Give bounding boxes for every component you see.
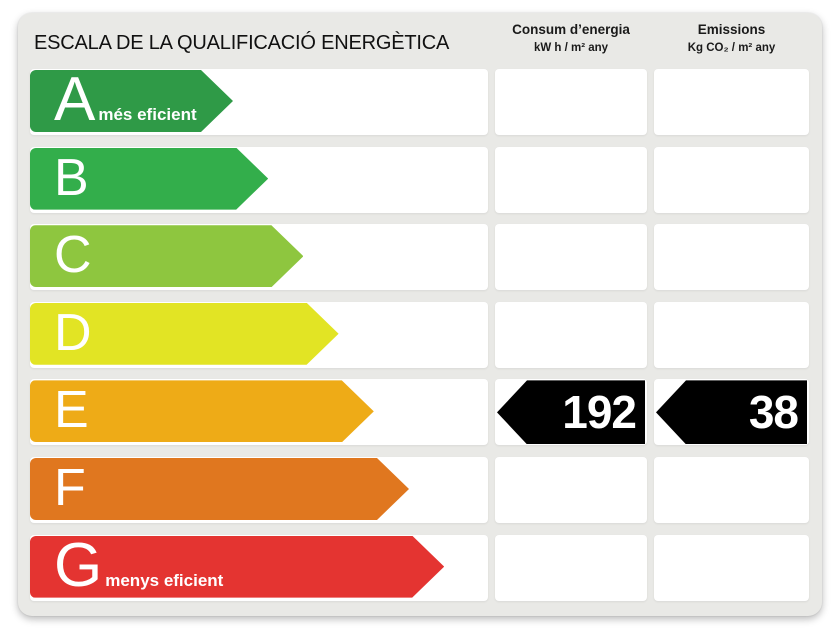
emissions-cell-a — [654, 69, 809, 135]
consum-cell-c — [495, 224, 647, 291]
emissions-cell-g — [654, 534, 809, 601]
consum-value-arrow: 192 — [497, 380, 645, 445]
emissions-column-label: Emissions — [697, 22, 766, 37]
consum-cell-e: 192 — [495, 379, 647, 446]
scale-cell-c: C — [30, 224, 488, 291]
rating-letter: G — [54, 530, 103, 600]
page-title: ESCALA DE LA QUALIFICACIÓ ENERGÈTICA — [34, 32, 450, 54]
emissions-column-unit: Kg CO₂ / m² any — [687, 42, 776, 54]
scale-cell-e: E — [30, 379, 488, 446]
rating-arrow-c: C — [30, 225, 303, 287]
rating-arrow-f: F — [30, 458, 409, 520]
rating-letter: A — [54, 65, 96, 134]
scale-cell-b: B — [30, 146, 488, 213]
emissions-cell-b — [654, 146, 809, 213]
column-header-consum: Consum d’energia kW h / m² any — [495, 22, 647, 54]
energy-rating-card: ESCALA DE LA QUALIFICACIÓ ENERGÈTICA Con… — [18, 13, 822, 616]
rating-letter: B — [54, 148, 89, 207]
rating-arrow-e: E — [30, 380, 374, 442]
column-header-emissions: Emissions Kg CO₂ / m² any — [654, 22, 809, 54]
consum-cell-a — [495, 69, 647, 135]
consum-cell-g — [495, 534, 647, 601]
rating-row-f: F — [30, 456, 809, 523]
scale-cell-d: D — [30, 301, 488, 368]
rating-row-b: B — [30, 146, 809, 213]
rating-note: més eficient — [98, 105, 197, 124]
emissions-cell-e: 38 — [654, 379, 809, 446]
consum-cell-b — [495, 146, 647, 213]
rating-arrow-b: B — [30, 148, 268, 210]
rating-letter: C — [54, 226, 92, 285]
rating-arrow-d: D — [30, 303, 339, 365]
emissions-cell-c — [654, 224, 809, 291]
rating-letter: D — [54, 303, 92, 362]
emissions-value-arrow: 38 — [656, 380, 807, 445]
rating-letter: F — [54, 458, 86, 517]
emissions-cell-d — [654, 301, 809, 368]
rating-letter: E — [54, 381, 89, 440]
consum-column-label: Consum d’energia — [512, 22, 630, 37]
scale-cell-f: F — [30, 456, 488, 523]
rating-note: menys eficient — [105, 570, 224, 590]
rating-row-d: D — [30, 301, 809, 368]
consum-column-unit: kW h / m² any — [533, 42, 609, 54]
rating-row-e: E 192 38 — [30, 379, 809, 446]
rating-row-c: C — [30, 224, 809, 291]
consum-cell-f — [495, 456, 647, 523]
emissions-cell-f — [654, 456, 809, 523]
consum-cell-d — [495, 301, 647, 368]
